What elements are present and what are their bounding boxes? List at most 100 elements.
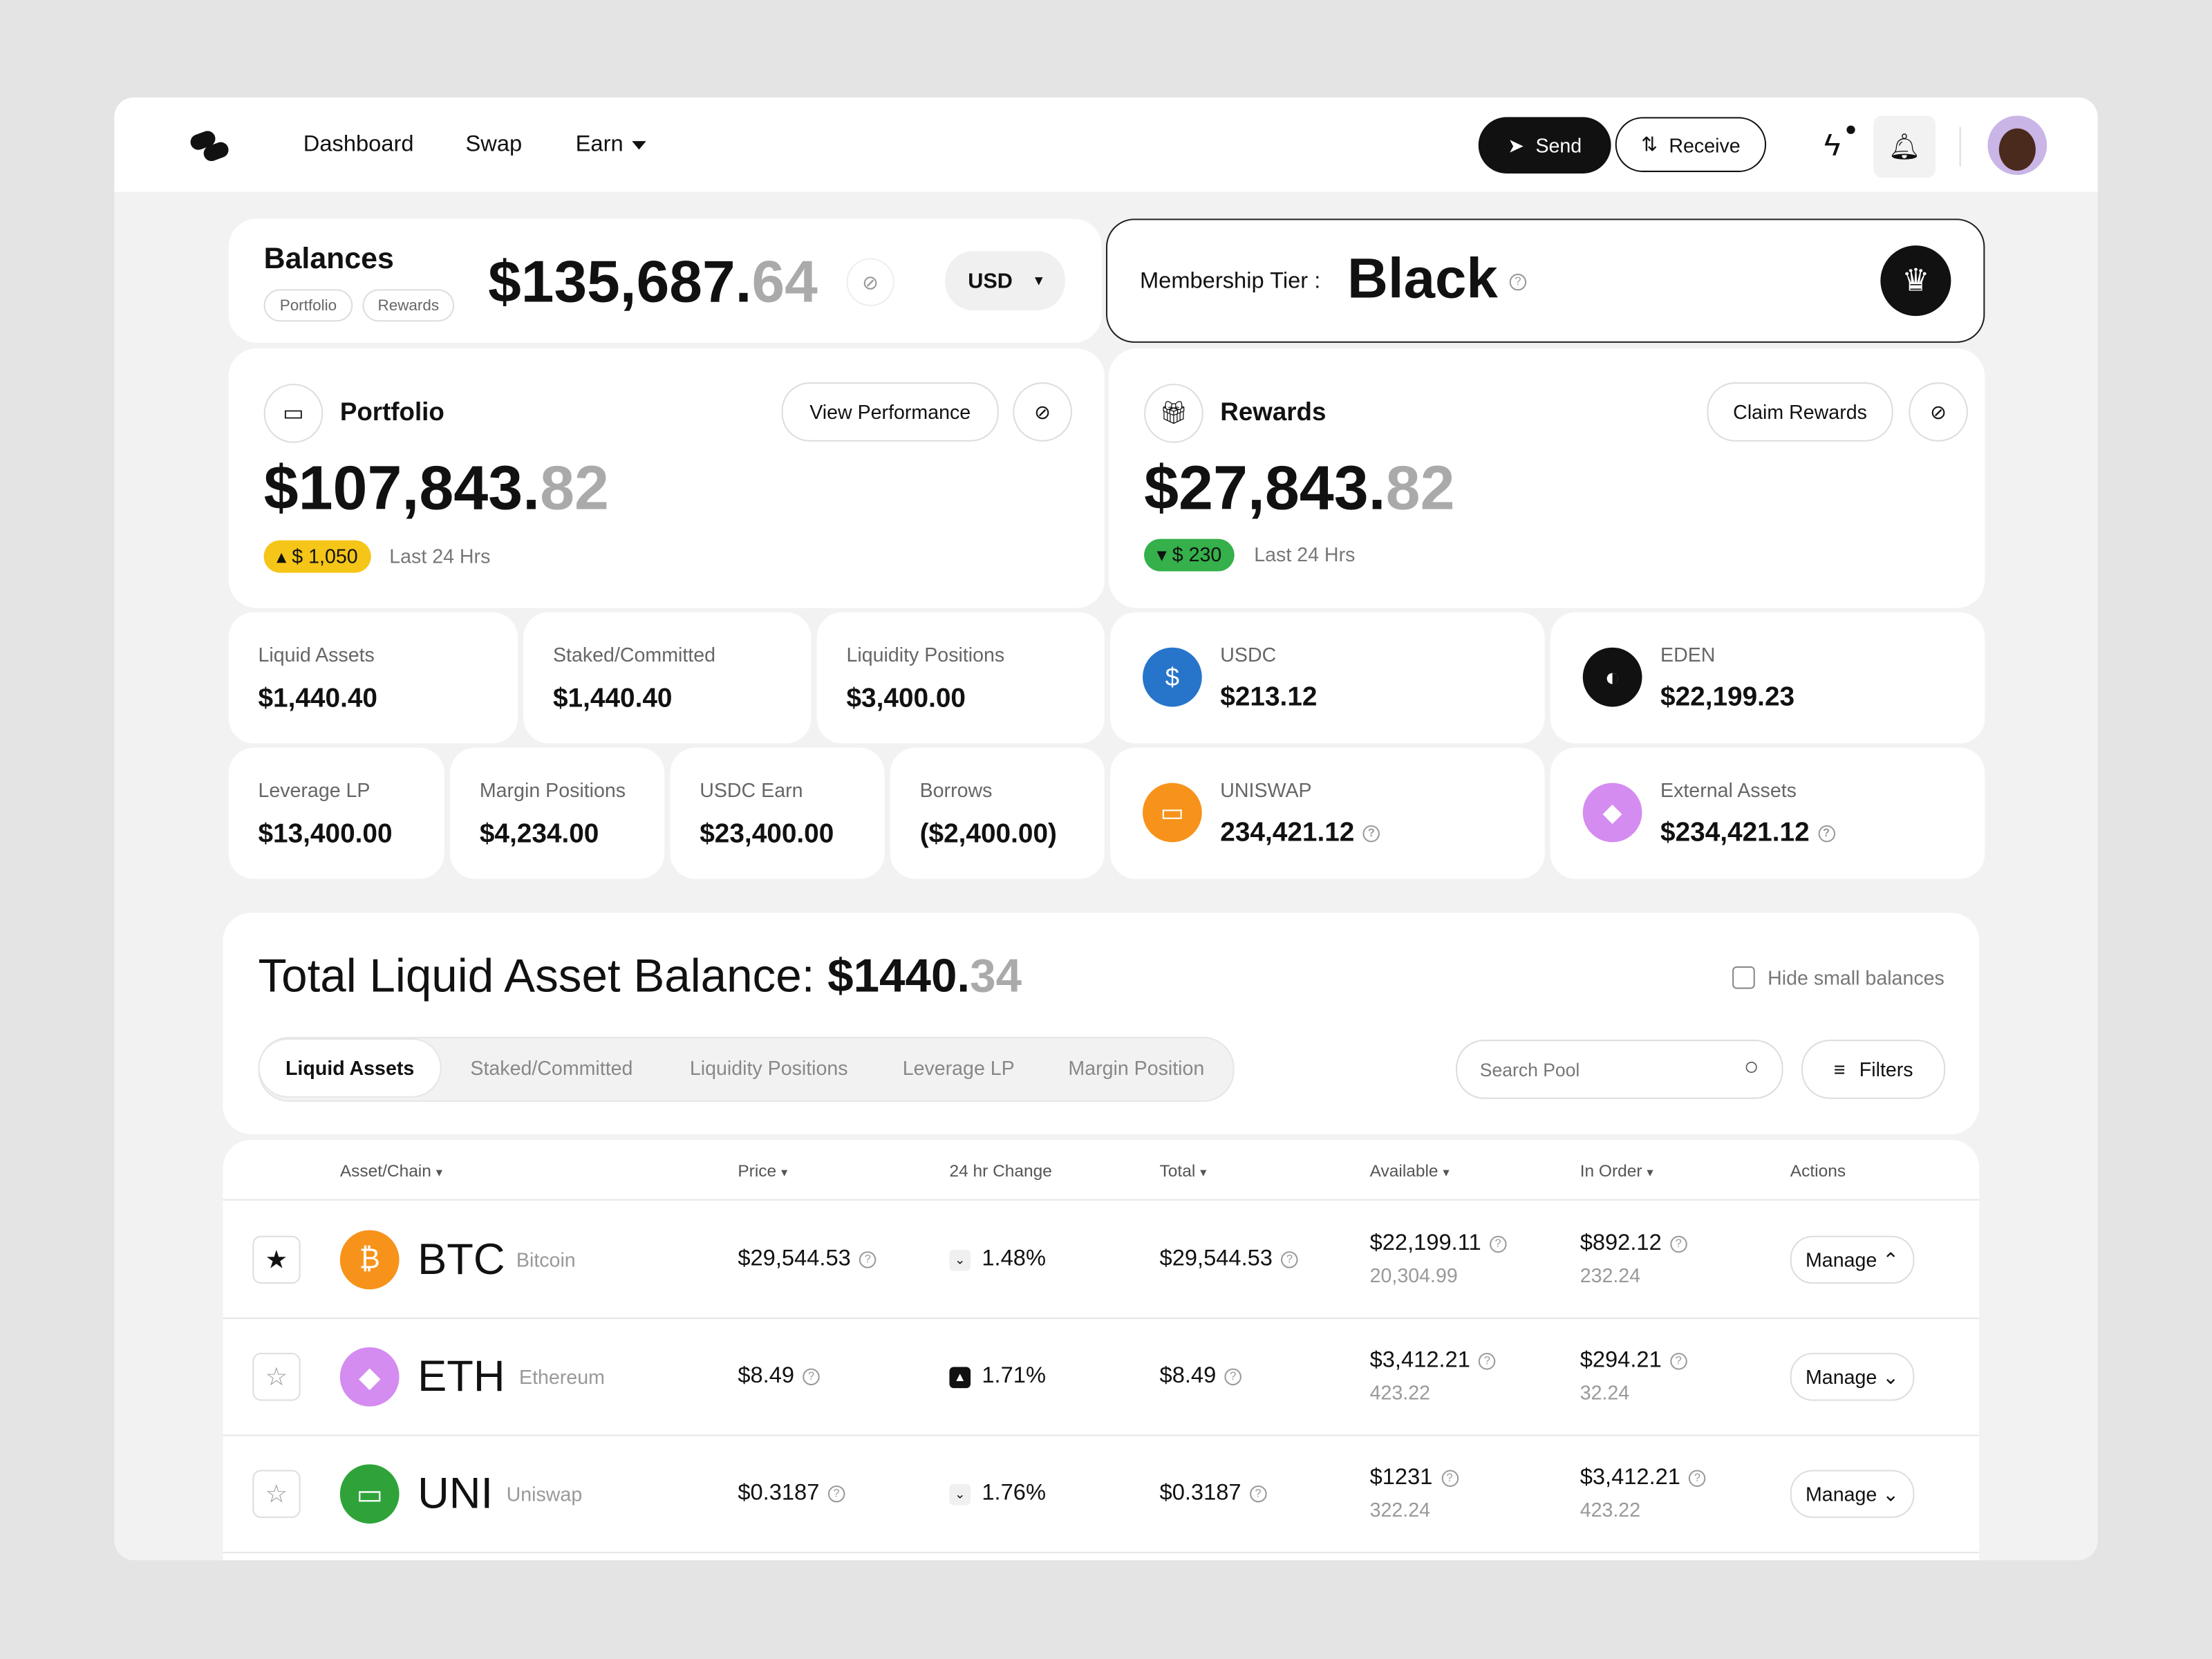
change-icon: ▲: [949, 1367, 971, 1389]
tab[interactable]: Liquidity Positions: [689, 1056, 848, 1080]
change: 1.48%: [982, 1247, 1046, 1273]
stat-card: [228, 612, 518, 744]
help[interactable]: ?: [1501, 270, 1527, 295]
search-box[interactable]: Search Pool ○: [1456, 1040, 1783, 1099]
label: In Order: [1580, 1161, 1642, 1181]
claim-rewards-button[interactable]: Claim Rewards: [1707, 382, 1893, 442]
in-order: $3,412.21?: [1580, 1465, 1706, 1491]
amount-main: $27,843.: [1144, 454, 1386, 524]
help[interactable]: ?: [1817, 825, 1835, 843]
stat-value: $23,400.00: [700, 819, 834, 850]
dot: [1846, 125, 1855, 134]
amount: $107,843.82: [264, 454, 609, 525]
star-button[interactable]: ★: [252, 1235, 301, 1284]
help[interactable]: ?: [827, 1485, 845, 1502]
label: Total: [1159, 1161, 1196, 1181]
help[interactable]: ?: [1249, 1485, 1267, 1502]
hide-button[interactable]: ⊘: [1013, 382, 1073, 442]
column-header[interactable]: Available ▾: [1369, 1161, 1450, 1181]
value: $0.3187: [738, 1481, 820, 1506]
column-header[interactable]: In Order ▾: [1580, 1161, 1653, 1181]
value: 232.24: [1580, 1264, 1641, 1287]
help[interactable]: ?: [803, 1368, 820, 1385]
hide-button[interactable]: ⊘: [1909, 382, 1968, 442]
gift-icon: 🎁︎: [1144, 384, 1203, 443]
asset-symbol: UNI: [418, 1468, 494, 1518]
send-button[interactable]: ➤ Send: [1478, 117, 1611, 174]
help[interactable]: ?: [1441, 1470, 1459, 1487]
change-icon: ⌄: [949, 1483, 971, 1506]
asset-name: Uniswap: [506, 1482, 583, 1506]
column-header[interactable]: Actions: [1790, 1161, 1846, 1181]
label: Total Liquid Asset Balance:: [258, 949, 815, 1002]
value: 423.22: [1580, 1498, 1641, 1521]
search-icon: ○: [1743, 1052, 1759, 1081]
manage-button[interactable]: Manage ⌃: [1790, 1235, 1915, 1284]
available: $1231?: [1370, 1465, 1459, 1491]
help[interactable]: ?: [1669, 1352, 1687, 1370]
column-header[interactable]: 24 hr Change: [949, 1161, 1051, 1181]
stat-card: [670, 747, 885, 879]
nav-item[interactable]: Earn: [575, 132, 624, 157]
help[interactable]: ?: [1281, 1250, 1298, 1268]
stat-card: [228, 747, 444, 879]
change-icon: ⌄: [949, 1250, 971, 1271]
token-icon: $: [1143, 647, 1202, 707]
help[interactable]: ?: [859, 1250, 877, 1268]
label: Manage: [1806, 1365, 1877, 1389]
tab[interactable]: Staked/Committed: [470, 1056, 633, 1080]
filters-button[interactable]: ≡ Filters: [1801, 1040, 1946, 1099]
view-performance-button[interactable]: View Performance: [781, 382, 999, 442]
wallet-icon: ▭: [263, 384, 324, 443]
manage-button[interactable]: Manage ⌄: [1790, 1470, 1915, 1518]
column-header[interactable]: Price ▾: [738, 1161, 788, 1181]
help[interactable]: ?: [1479, 1352, 1496, 1370]
manage-button[interactable]: Manage ⌄: [1790, 1353, 1915, 1401]
receive-button[interactable]: ⇅ Receive: [1615, 117, 1767, 172]
star-button[interactable]: ☆: [252, 1353, 301, 1401]
hide-button[interactable]: ⊘: [846, 258, 894, 306]
period: Last 24 Hrs: [1254, 543, 1356, 566]
tab[interactable]: Leverage LP: [902, 1056, 1015, 1080]
avatar[interactable]: [1987, 115, 2047, 176]
tab[interactable]: Margin Position: [1068, 1056, 1205, 1080]
logo[interactable]: [187, 130, 232, 164]
value: $892.12: [1580, 1231, 1662, 1256]
stat-value: $1,440.40: [552, 684, 673, 714]
title: Portfolio: [339, 397, 444, 427]
help[interactable]: ?: [1489, 1235, 1507, 1253]
help[interactable]: ?: [1362, 825, 1380, 843]
value: $8.49: [738, 1364, 795, 1389]
token-icon: ▭: [1143, 782, 1202, 843]
in-order-sub: 32.24: [1580, 1381, 1630, 1404]
stat-value: $13,400.00: [258, 819, 393, 850]
column-header[interactable]: Total ▾: [1159, 1161, 1207, 1181]
amount-main: $135,687.: [488, 248, 752, 315]
tab[interactable]: Portfolio: [263, 289, 353, 322]
tab[interactable]: Liquid Assets: [259, 1040, 440, 1096]
token-value: $213.12: [1220, 683, 1317, 714]
checkbox[interactable]: [1732, 966, 1755, 989]
title: Rewards: [1220, 397, 1327, 427]
in-order-sub: 232.24: [1580, 1264, 1640, 1287]
column-header[interactable]: Asset/Chain ▾: [339, 1161, 442, 1181]
help[interactable]: ?: [1224, 1368, 1241, 1385]
help[interactable]: ?: [1669, 1235, 1687, 1253]
row-rule: [223, 1318, 1980, 1320]
stat-card: [816, 612, 1105, 744]
tab[interactable]: Rewards: [362, 289, 455, 322]
nav-item[interactable]: Swap: [465, 132, 523, 157]
token-name: UNISWAP: [1220, 778, 1312, 802]
help[interactable]: ?: [1689, 1470, 1706, 1487]
stat-label: Borrows: [919, 778, 993, 802]
currency-select[interactable]: USD ▾: [945, 251, 1065, 310]
hide-label[interactable]: Hide small balances: [1768, 966, 1944, 989]
bell-button[interactable]: 🔔︎: [1873, 115, 1936, 178]
flash-icon[interactable]: ϟ: [1824, 126, 1841, 162]
label: Filters: [1859, 1058, 1913, 1081]
star-button[interactable]: ☆: [252, 1470, 301, 1518]
nav-item[interactable]: Dashboard: [303, 132, 414, 157]
title: Balances: [263, 243, 394, 275]
stat-label: Staked/Committed: [552, 643, 716, 666]
